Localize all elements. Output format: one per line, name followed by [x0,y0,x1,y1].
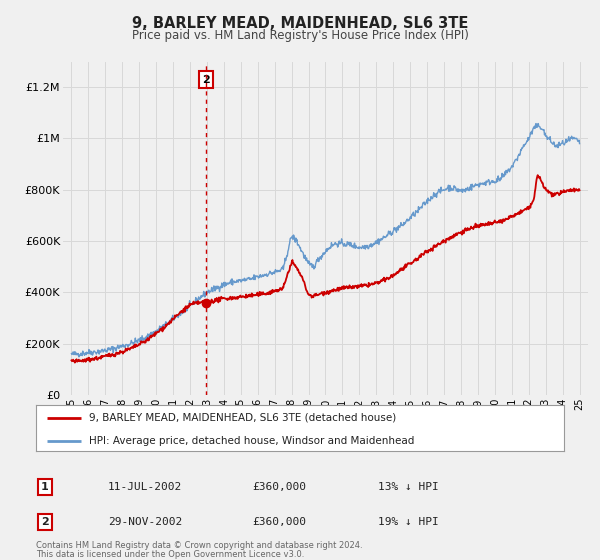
Text: 11-JUL-2002: 11-JUL-2002 [108,482,182,492]
Text: 9, BARLEY MEAD, MAIDENHEAD, SL6 3TE: 9, BARLEY MEAD, MAIDENHEAD, SL6 3TE [132,16,468,31]
Text: 9, BARLEY MEAD, MAIDENHEAD, SL6 3TE (detached house): 9, BARLEY MEAD, MAIDENHEAD, SL6 3TE (det… [89,413,396,423]
Text: £360,000: £360,000 [252,517,306,527]
Text: Contains HM Land Registry data © Crown copyright and database right 2024.: Contains HM Land Registry data © Crown c… [36,541,362,550]
Text: 2: 2 [202,74,209,85]
Text: 2: 2 [41,517,49,527]
Text: £360,000: £360,000 [252,482,306,492]
Text: This data is licensed under the Open Government Licence v3.0.: This data is licensed under the Open Gov… [36,550,304,559]
Text: 29-NOV-2002: 29-NOV-2002 [108,517,182,527]
Text: Price paid vs. HM Land Registry's House Price Index (HPI): Price paid vs. HM Land Registry's House … [131,29,469,42]
Text: HPI: Average price, detached house, Windsor and Maidenhead: HPI: Average price, detached house, Wind… [89,436,414,446]
Text: 13% ↓ HPI: 13% ↓ HPI [378,482,439,492]
Text: 1: 1 [41,482,49,492]
Text: 19% ↓ HPI: 19% ↓ HPI [378,517,439,527]
